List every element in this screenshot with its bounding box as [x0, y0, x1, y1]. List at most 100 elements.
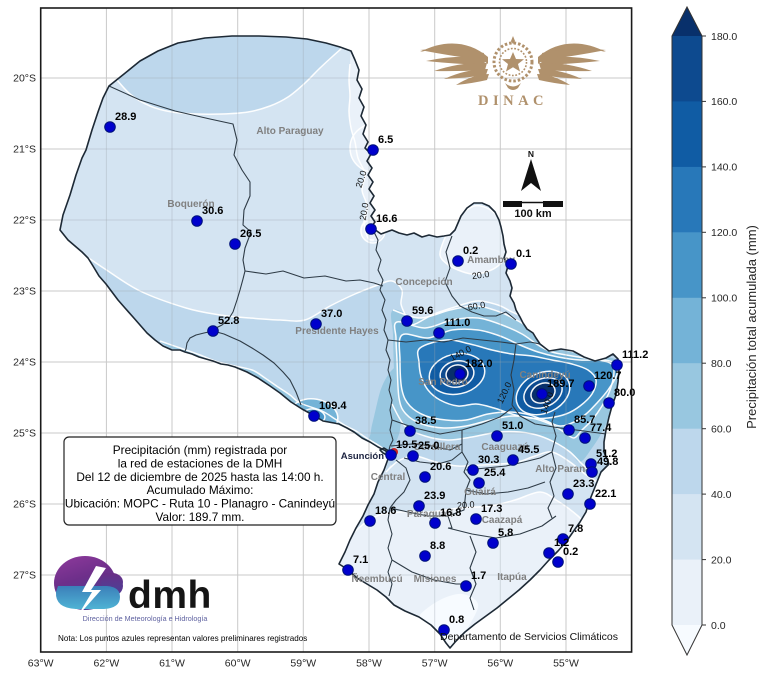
svg-text:20.0: 20.0 — [471, 269, 490, 281]
svg-text:26.5: 26.5 — [240, 228, 261, 240]
svg-text:22.1: 22.1 — [595, 488, 616, 500]
svg-text:23.3: 23.3 — [573, 478, 594, 490]
svg-text:120.7: 120.7 — [594, 370, 622, 382]
svg-text:Alto Paraguay: Alto Paraguay — [256, 126, 324, 137]
svg-text:Valor: 189.7 mm.: Valor: 189.7 mm. — [156, 510, 245, 524]
svg-text:17.3: 17.3 — [481, 503, 502, 515]
svg-text:51.2: 51.2 — [596, 448, 617, 460]
svg-text:23.9: 23.9 — [424, 490, 445, 502]
svg-text:7.8: 7.8 — [568, 523, 583, 535]
svg-text:56°W: 56°W — [487, 658, 513, 670]
svg-text:20.0: 20.0 — [457, 499, 475, 510]
svg-text:100.0: 100.0 — [711, 293, 737, 305]
svg-text:Cordillera: Cordillera — [414, 442, 461, 453]
svg-text:Asunción: Asunción — [341, 451, 384, 462]
svg-text:Dirección de Meteorología e Hi: Dirección de Meteorología e Hidrología — [83, 614, 208, 623]
svg-text:0.8: 0.8 — [449, 614, 464, 626]
svg-text:140.0: 140.0 — [711, 162, 737, 174]
svg-text:0.0: 0.0 — [711, 620, 726, 632]
svg-text:8.8: 8.8 — [430, 540, 445, 552]
svg-text:Alto Paraná: Alto Paraná — [535, 464, 591, 475]
svg-text:160.0: 160.0 — [711, 96, 737, 108]
svg-text:0.2: 0.2 — [563, 546, 578, 558]
svg-text:100 km: 100 km — [514, 208, 552, 220]
svg-text:Concepción: Concepción — [395, 277, 452, 288]
svg-text:5.8: 5.8 — [498, 527, 513, 539]
svg-text:109.4: 109.4 — [319, 400, 347, 412]
svg-text:Presidente Hayes: Presidente Hayes — [295, 326, 379, 337]
svg-text:23°S: 23°S — [13, 286, 36, 298]
svg-text:Departamento de Servicios Clim: Departamento de Servicios Climáticos — [440, 631, 618, 643]
svg-text:16.8: 16.8 — [440, 507, 461, 519]
svg-text:60.0: 60.0 — [467, 300, 486, 313]
svg-text:Caazapá: Caazapá — [482, 515, 523, 526]
svg-text:San Pedro: San Pedro — [418, 377, 467, 388]
svg-text:Guairá: Guairá — [464, 487, 496, 498]
svg-text:28.9: 28.9 — [115, 111, 136, 123]
svg-text:Central: Central — [371, 472, 406, 483]
svg-text:la red de estaciones de la DMH: la red de estaciones de la DMH — [118, 456, 283, 470]
svg-text:30.3: 30.3 — [478, 454, 499, 466]
svg-text:Itapúa: Itapúa — [497, 572, 527, 583]
svg-text:111.0: 111.0 — [444, 317, 470, 329]
svg-text:55°W: 55°W — [553, 658, 579, 670]
svg-text:Paraguarí: Paraguarí — [407, 509, 454, 520]
svg-text:20.0: 20.0 — [358, 202, 371, 221]
svg-text:16.6: 16.6 — [376, 213, 397, 225]
svg-text:19.5: 19.5 — [396, 439, 417, 451]
svg-text:51.0: 51.0 — [502, 420, 523, 432]
svg-text:59.6: 59.6 — [412, 305, 433, 317]
svg-text:57°W: 57°W — [422, 658, 448, 670]
svg-text:6.5: 6.5 — [378, 134, 393, 146]
svg-text:63°W: 63°W — [28, 658, 54, 670]
svg-text:26°S: 26°S — [13, 499, 36, 511]
svg-text:111.2: 111.2 — [622, 349, 648, 361]
svg-text:37.0: 37.0 — [321, 308, 342, 320]
svg-text:24°S: 24°S — [13, 357, 36, 369]
svg-text:27°S: 27°S — [13, 570, 36, 582]
svg-text:85.7: 85.7 — [574, 414, 595, 426]
svg-text:Amambay: Amambay — [467, 255, 515, 266]
svg-text:45.5: 45.5 — [518, 444, 539, 456]
svg-text:Del 12 de diciembre de 2025 ha: Del 12 de diciembre de 2025 hasta las 14… — [76, 470, 323, 484]
svg-text:40.0: 40.0 — [711, 489, 732, 501]
svg-text:Boquerón: Boquerón — [167, 199, 214, 210]
svg-text:0.2: 0.2 — [463, 245, 478, 257]
svg-text:Ubicación: MOPC - Ruta 10 - Pl: Ubicación: MOPC - Ruta 10 - Planagro - C… — [65, 497, 335, 511]
svg-text:Nota: Los puntos azules repres: Nota: Los puntos azules representan valo… — [58, 634, 307, 643]
svg-text:18.6: 18.6 — [375, 505, 396, 517]
svg-text:59°W: 59°W — [290, 658, 316, 670]
svg-text:38.5: 38.5 — [415, 415, 436, 427]
svg-text:DINAC: DINAC — [478, 93, 548, 109]
svg-text:Ñeembucú: Ñeembucú — [351, 572, 402, 585]
svg-text:20.6: 20.6 — [430, 461, 451, 473]
svg-text:60°W: 60°W — [225, 658, 251, 670]
svg-text:1.2: 1.2 — [554, 537, 569, 549]
svg-text:0.1: 0.1 — [516, 248, 531, 260]
svg-text:25.4: 25.4 — [484, 467, 506, 479]
svg-text:22°S: 22°S — [13, 215, 36, 227]
svg-text:180.0: 180.0 — [711, 31, 737, 43]
svg-text:N: N — [528, 149, 534, 159]
svg-text:52.8: 52.8 — [218, 315, 239, 327]
svg-text:49.8: 49.8 — [597, 456, 618, 468]
svg-text:58°W: 58°W — [356, 658, 382, 670]
svg-text:25.0: 25.0 — [418, 440, 439, 452]
svg-text:Precipitación total acumulada: Precipitación total acumulada (mm) — [744, 225, 759, 429]
svg-text:60.0: 60.0 — [711, 424, 732, 436]
svg-text:25°S: 25°S — [13, 428, 36, 440]
svg-text:Misiones: Misiones — [414, 574, 457, 585]
svg-text:80.0: 80.0 — [711, 358, 732, 370]
svg-text:dmh: dmh — [128, 574, 212, 617]
svg-text:1.7: 1.7 — [471, 570, 486, 582]
svg-text:20.0: 20.0 — [711, 554, 732, 566]
svg-text:120.0: 120.0 — [711, 227, 737, 239]
svg-text:21°S: 21°S — [13, 144, 36, 156]
svg-text:Acumulado Máximo:: Acumulado Máximo: — [147, 483, 254, 497]
svg-text:77.4: 77.4 — [590, 422, 612, 434]
svg-text:Precipitación (mm) registrada: Precipitación (mm) registrada por — [113, 443, 287, 457]
svg-text:61°W: 61°W — [159, 658, 185, 670]
svg-text:20°S: 20°S — [13, 73, 36, 85]
svg-text:Caaguazú: Caaguazú — [481, 442, 528, 453]
svg-text:189.7: 189.7 — [547, 378, 575, 390]
